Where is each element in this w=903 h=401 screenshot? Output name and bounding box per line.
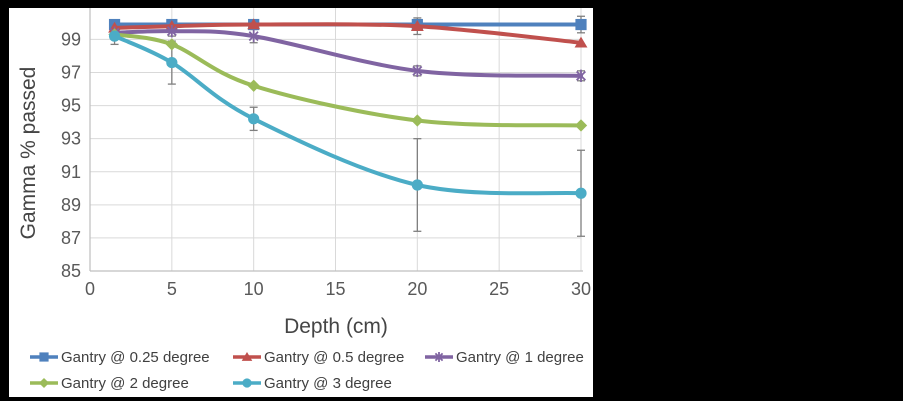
marker-diamond [165,38,178,51]
marker-circle [166,56,178,69]
y-tick-label: 93 [61,129,81,149]
series-line-4 [112,34,583,196]
series-line-2 [112,29,583,78]
marker-circle [248,113,260,125]
series-line-1 [112,22,583,45]
x-tick-label: 5 [167,279,177,299]
marker-asterisk [166,24,177,38]
y-tick-label: 97 [61,63,81,83]
legend-label: Gantry @ 2 degree [61,374,189,392]
legend-marker-asterisk [425,351,453,363]
x-axis-title: Depth (cm) [284,315,388,338]
x-tick-label: 15 [325,279,345,299]
marker-diamond [38,377,50,389]
marker-circle [575,187,587,199]
legend-label: Gantry @ 1 degree [456,348,584,366]
legend-marker-circle [233,378,261,388]
marker-triangle [410,20,424,31]
marker-square [575,18,587,31]
y-tick-label: 85 [61,261,81,281]
series-line-3 [112,32,583,128]
marker-triangle [574,36,588,48]
marker-asterisk [434,351,444,363]
x-tick-label: 0 [85,279,95,299]
marker-triangle [247,18,261,30]
legend-item-gantry-0-25-degree: Gantry @ 0.25 degree [29,348,210,366]
marker-circle [411,179,423,191]
marker-diamond [574,119,588,132]
y-axis-title: Gamma % passed [17,66,40,240]
marker-asterisk [412,64,423,78]
legend-item-gantry-1-degree: Gantry @ 1 degree [424,348,584,366]
marker-triangle [241,351,253,361]
marker-diamond [247,79,260,92]
y-tick-label: 99 [61,29,81,49]
legend-marker-triangle [233,351,261,361]
y-tick-label: 89 [61,195,81,215]
y-tick-label: 95 [61,96,81,116]
marker-asterisk [248,29,259,43]
x-tick-label: 30 [571,279,591,299]
legend-label: Gantry @ 0.25 degree [61,348,210,366]
legend-item-gantry-2-degree: Gantry @ 2 degree [29,374,189,392]
legend-item-gantry-0-5-degree: Gantry @ 0.5 degree [232,348,404,366]
y-tick-label: 87 [61,228,81,248]
x-tick-label: 25 [489,279,509,299]
legend-label: Gantry @ 0.5 degree [264,348,405,366]
legend-marker-square [30,352,58,362]
x-tick-label: 20 [407,279,427,299]
legend-item-gantry-3-degree: Gantry @ 3 degree [232,374,392,392]
marker-circle [242,378,252,388]
marker-diamond [411,114,424,127]
marker-circle [108,30,121,42]
marker-square [39,352,49,362]
legend-label: Gantry @ 3 degree [264,374,392,392]
marker-asterisk [575,69,587,82]
y-tick-label: 91 [61,162,81,182]
legend-marker-diamond [30,377,58,389]
x-tick-label: 10 [244,279,264,299]
